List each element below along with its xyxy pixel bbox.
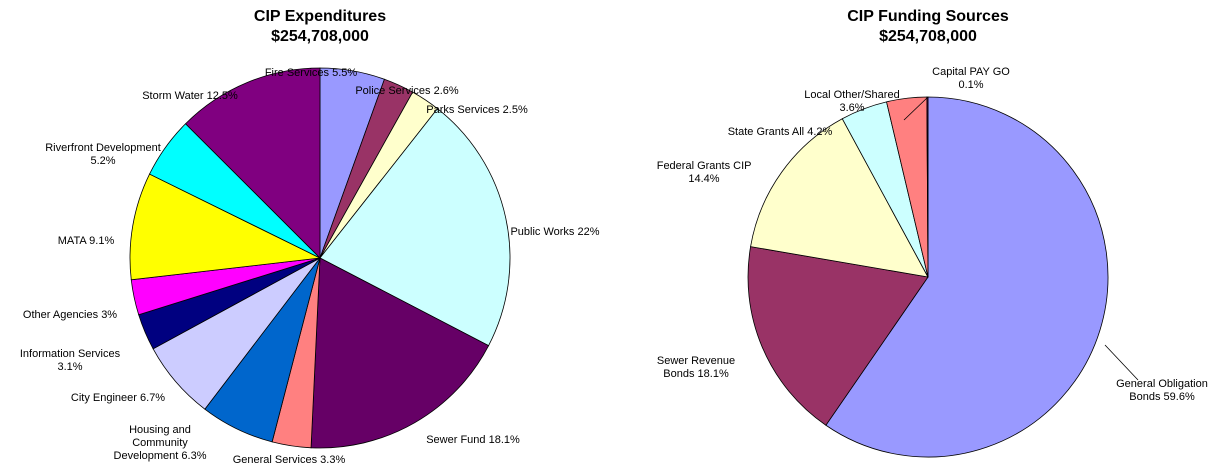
slice-label: State Grants All 4.2% [700,126,860,139]
category-label: General Obligation Bonds [1116,378,1208,403]
category-label: Sewer Revenue Bonds [656,355,736,380]
category-label: Fire Services [264,67,330,79]
category-label: Housing and Community Development [113,424,191,462]
pie-slice [747,246,929,426]
leader-line [1104,344,1139,381]
slice-label: Riverfront Development 5.2% [33,142,173,168]
slice-label: Housing and Community Development 6.3% [105,424,215,463]
pie-slice [319,108,511,347]
value-label: 12.5% [206,90,238,102]
pie-slice [825,96,1109,458]
value-label: 3.6% [839,102,865,114]
chart-subtitle: $254,708,000 [879,28,977,45]
slice-label: General Services 3.3% [209,454,369,467]
value-label: 18.1% [697,368,729,380]
slice-label: Federal Grants CIP 14.4% [649,160,759,186]
value-label: 3.3% [320,454,346,466]
category-label: Local Other/Shared [804,89,900,101]
value-label: 3.1% [57,361,83,373]
slice-label: Other Agencies 3% [0,309,150,322]
category-label: Sewer Fund [426,434,486,446]
category-label: MATA [57,235,87,247]
category-label: Parks Services [426,104,500,116]
chart-subtitle: $254,708,000 [271,28,369,45]
slice-label: Sewer Revenue Bonds 18.1% [651,355,741,381]
slice-label: Capital PAY GO 0.1% [921,66,1021,92]
slice-label: Parks Services 2.5% [397,104,557,117]
value-label: 59.6% [1163,391,1195,403]
pie-slice [750,118,929,278]
category-label: Information Services [19,348,121,360]
category-label: Federal Grants CIP [656,160,752,172]
value-label: 5.2% [90,155,116,167]
pie-slice [310,257,490,449]
value-label: 18.1% [488,434,520,446]
pie-slice [184,67,321,259]
category-label: Police Services [355,85,431,97]
category-label: State Grants All [727,126,805,138]
value-label: 22% [577,226,600,238]
category-label: Other Agencies [22,309,99,321]
slice-label: City Engineer 6.7% [38,392,198,405]
value-label: 3% [101,309,118,321]
slice-label: MATA 9.1% [6,235,166,248]
category-label: Storm Water [142,90,204,102]
value-label: 9.1% [89,235,115,247]
category-label: General Services [232,454,318,466]
leader-line [903,96,929,121]
value-label: 14.4% [688,173,720,185]
value-label: 5.5% [332,67,358,79]
slice-label: Police Services 2.6% [327,85,487,98]
slice-label: Public Works 22% [475,226,635,239]
value-label: 2.6% [433,85,459,97]
value-label: 0.1% [958,79,984,91]
chart-title: CIP Funding Sources [847,8,1009,25]
category-label: Public Works [510,226,575,238]
slice-label: Fire Services 5.5% [231,67,391,80]
slice-label: Sewer Fund 18.1% [393,434,553,447]
chart-title: CIP Expenditures [253,8,387,25]
category-label: City Engineer [70,392,137,404]
pie-slice [129,173,322,281]
slice-label: General Obligation Bonds 59.6% [1112,378,1212,404]
value-label: 4.2% [807,126,833,138]
category-label: Riverfront Development [45,142,161,154]
value-label: 6.3% [181,450,207,462]
value-label: 6.7% [140,392,166,404]
slice-label: Storm Water 12.5% [110,90,270,103]
value-label: 2.5% [502,104,528,116]
slice-label: Local Other/Shared 3.6% [797,89,907,115]
slice-label: Information Services 3.1% [10,348,130,374]
category-label: Capital PAY GO [932,66,1010,78]
